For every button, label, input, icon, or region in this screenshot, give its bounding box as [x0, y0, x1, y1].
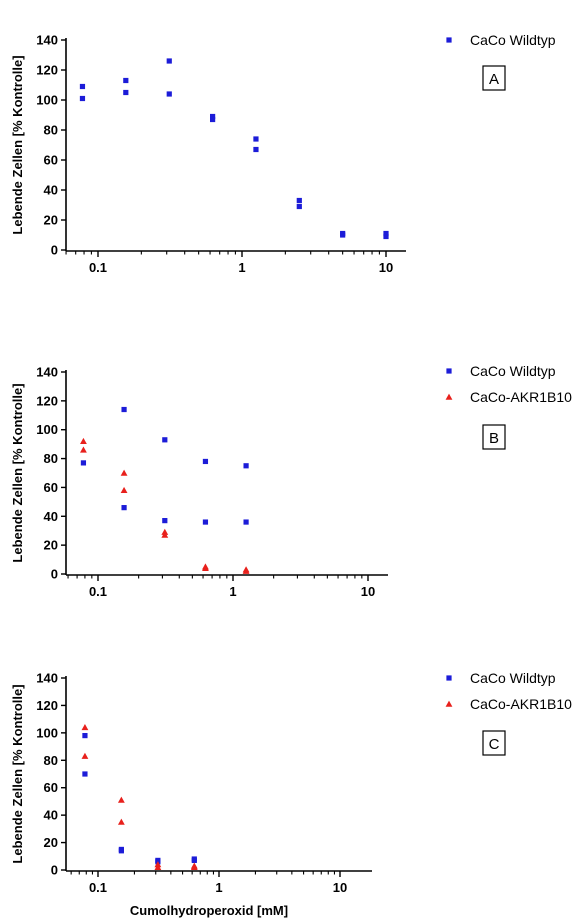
panel-label-box: [482, 65, 506, 91]
legend-marker: [446, 368, 452, 374]
legend-marker: [445, 700, 453, 707]
y-tick-label: 20: [44, 835, 58, 850]
legend-label: CaCo-AKR1B10: [470, 389, 572, 405]
y-tick-label: 100: [36, 422, 58, 437]
data-point: [161, 531, 169, 538]
y-axis-label: Lebende Zellen [% Kontrolle]: [10, 684, 25, 863]
data-point: [154, 863, 162, 870]
y-tick-label: 20: [44, 213, 58, 228]
data-point: [243, 519, 249, 525]
y-tick-label: 0: [51, 243, 58, 258]
data-point: [80, 446, 87, 453]
y-tick-label: 60: [44, 153, 58, 168]
x-tick-label: 10: [379, 260, 393, 275]
y-tick-label: 0: [51, 567, 58, 582]
y-tick-label: 140: [36, 365, 58, 380]
legend-label: CaCo-AKR1B10: [470, 696, 572, 712]
y-tick-label: 120: [36, 63, 58, 78]
chart-panel-c: 0 20 40 60 80 100 120 140 0.1 1 10 Lebende Zellen […: [10, 670, 572, 918]
panel-label-box: [482, 730, 506, 756]
data-point: [123, 89, 129, 96]
y-tick-label: 40: [44, 808, 58, 823]
data-point: [296, 203, 302, 210]
data-point: [79, 95, 86, 102]
data-point: [202, 519, 209, 525]
data-point: [166, 58, 172, 64]
data-point: [79, 83, 86, 90]
y-tick-label: 40: [44, 509, 58, 524]
y-tick-label: 60: [44, 480, 58, 495]
data-point: [120, 469, 128, 476]
data-point: [202, 458, 209, 465]
data-point: [121, 505, 127, 511]
panel-label: A: [489, 71, 499, 88]
x-tick-label: 10: [361, 584, 375, 599]
data-point: [82, 733, 88, 739]
y-tick-label: 140: [36, 33, 58, 48]
x-tick-label: 0.1: [89, 880, 107, 895]
chart-panel-b: 0 20 40 60 80 100 120 140 0.1 1 10 Lebende Zellen […: [10, 363, 572, 599]
data-point: [81, 752, 89, 759]
data-point: [80, 437, 87, 444]
y-tick-label: 80: [44, 451, 58, 466]
data-point: [253, 136, 259, 142]
x-tick-label: 0.1: [89, 260, 107, 275]
y-tick-label: 60: [44, 780, 58, 795]
data-point: [340, 232, 346, 238]
y-tick-label: 120: [36, 698, 58, 713]
y-tick-label: 80: [44, 753, 58, 768]
data-point: [383, 233, 389, 240]
data-point: [253, 146, 259, 153]
panel-label: B: [489, 430, 499, 447]
legend-label: CaCo Wildtyp: [470, 670, 556, 686]
data-point: [296, 197, 302, 204]
y-tick-label: 0: [51, 863, 58, 878]
y-tick-label: 40: [44, 183, 58, 198]
x-tick-label: 10: [333, 880, 347, 895]
x-tick-label: 0.1: [89, 584, 107, 599]
data-point: [120, 486, 128, 494]
data-point: [383, 230, 389, 237]
y-tick-label: 120: [36, 393, 58, 408]
y-tick-label: 140: [36, 671, 58, 686]
data-point: [210, 113, 216, 120]
data-point: [210, 116, 216, 123]
y-axis-label: Lebende Zellen [% Kontrolle]: [10, 55, 25, 234]
legend-label: CaCo Wildtyp: [470, 363, 556, 379]
legend-marker: [446, 675, 452, 681]
data-point: [162, 437, 168, 443]
data-point: [121, 406, 127, 413]
panel-label-box: [482, 424, 506, 450]
y-axis-label: Lebende Zellen [% Kontrolle]: [10, 383, 25, 562]
y-tick-label: 80: [44, 123, 58, 138]
data-point: [243, 463, 249, 469]
data-point: [80, 460, 87, 466]
data-point: [117, 796, 125, 803]
data-point: [202, 564, 209, 571]
data-point: [118, 848, 124, 854]
legend-label: CaCo Wildtyp: [470, 32, 556, 48]
data-point: [166, 91, 172, 97]
data-point: [191, 857, 197, 863]
x-tick-label: 1: [215, 880, 222, 895]
data-point: [123, 77, 129, 84]
chart-panel-a: 0 20 40 60 80 100 120 140 0.1 1 10 Lebende Zellen […: [10, 32, 556, 275]
data-point: [81, 723, 89, 731]
x-tick-label: 1: [229, 584, 236, 599]
legend-marker: [445, 393, 453, 400]
panel-label: C: [489, 736, 500, 753]
x-axis-label: Cumolhydroperoxid [mM]: [130, 903, 288, 918]
data-point: [190, 863, 198, 870]
data-point: [117, 818, 125, 825]
y-tick-label: 20: [44, 538, 58, 553]
data-point: [242, 567, 250, 574]
y-tick-label: 100: [36, 93, 58, 108]
x-tick-label: 1: [238, 260, 245, 275]
legend-marker: [446, 37, 452, 43]
y-tick-label: 100: [36, 725, 58, 740]
data-point: [82, 771, 88, 777]
data-point: [162, 518, 168, 524]
